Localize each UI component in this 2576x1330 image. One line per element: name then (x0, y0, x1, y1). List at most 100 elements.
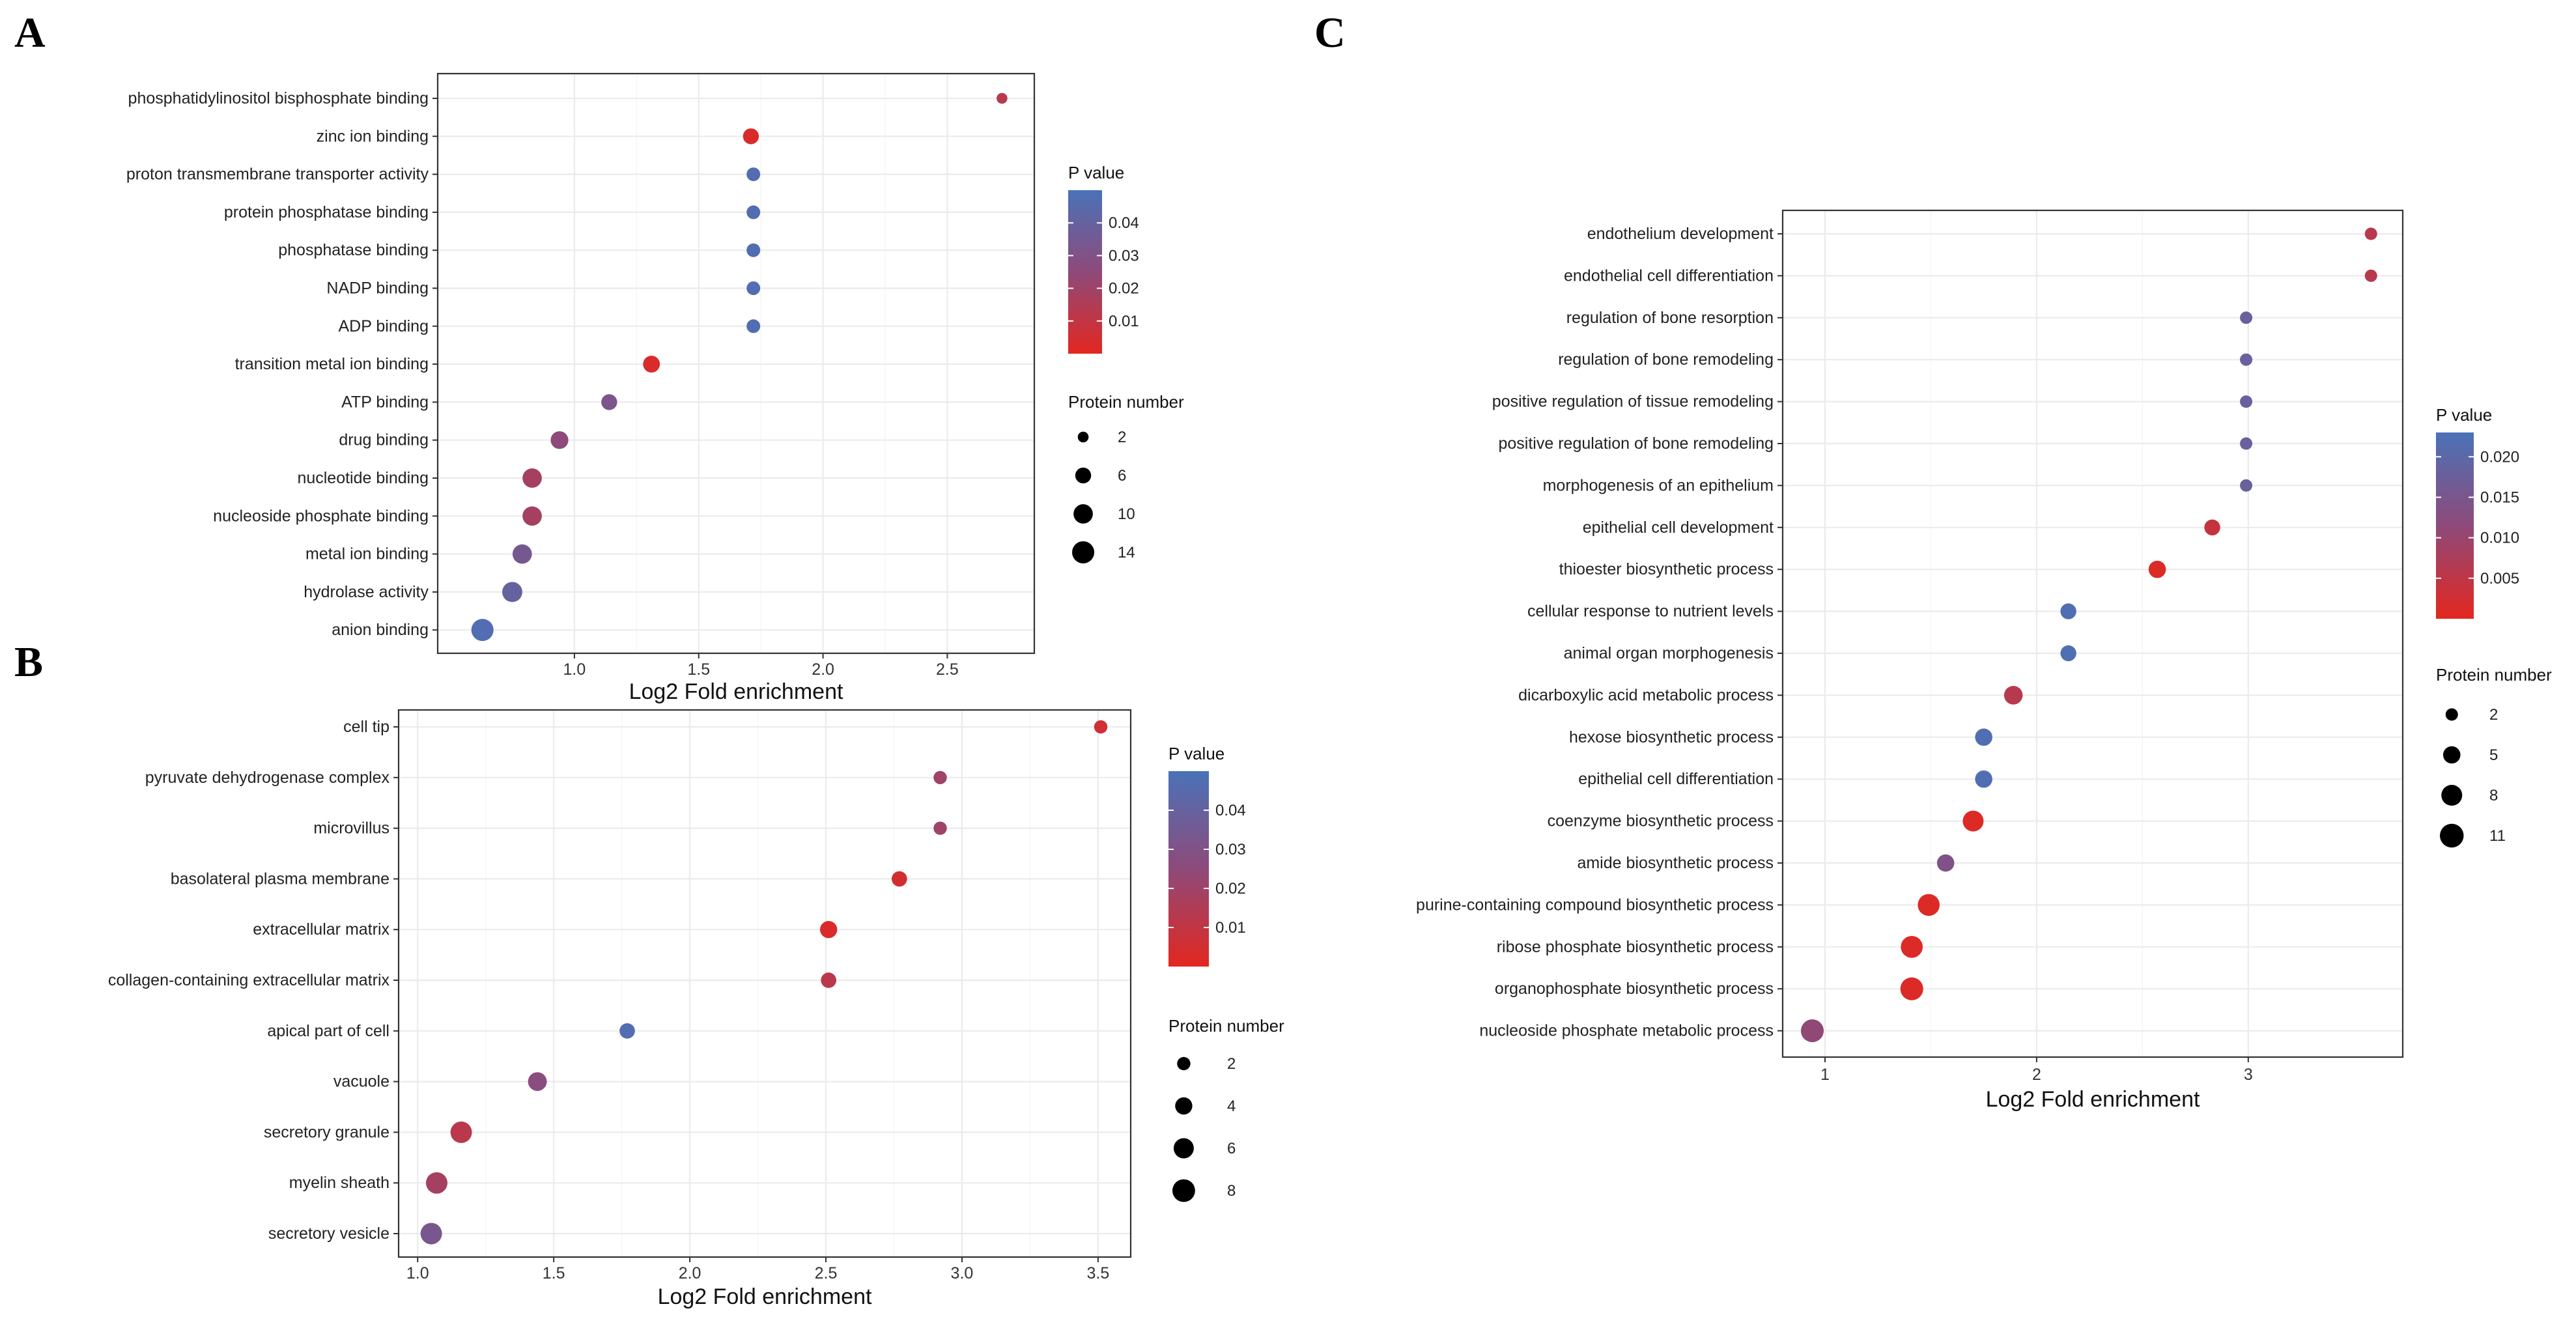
panel-c-point (2240, 479, 2253, 492)
panel-b-pvalue-legend: P value 0.01 0.02 0.03 0.04 (1168, 744, 1246, 967)
panel-a-size-legend: Protein number 2 6 10 14 (1068, 392, 1184, 564)
panel-a-category-label: NADP binding (326, 279, 429, 298)
panel-a-size-key (1075, 467, 1092, 484)
panel-c-point (2240, 311, 2253, 324)
panel-c-category-label: regulation of bone remodeling (1558, 350, 1774, 369)
panel-b-xtick-label: 2.0 (679, 1264, 701, 1282)
panel-b-point (891, 871, 907, 887)
panel-c-pvalue-legend: P value 0.005 0.010 0.015 0.020 (2436, 405, 2519, 619)
panel-c-point (1900, 977, 1923, 1000)
panel-c-category-label: hexose biosynthetic process (1569, 728, 1774, 746)
panel-c-category-label: amide biosynthetic process (1577, 854, 1774, 872)
panel-b-size-key-label: 2 (1227, 1055, 1236, 1073)
panel-a-pvalue-colorbar (1068, 190, 1102, 354)
panel-a-size-key (1077, 431, 1089, 443)
panel-a-category-label: metal ion binding (305, 545, 429, 563)
panel-a-category-label: zinc ion binding (317, 127, 429, 145)
panel-b-colorbar-label: 0.03 (1215, 841, 1246, 858)
panel-b-category-label: secretory vesicle (268, 1224, 389, 1243)
panel-c-points (1800, 227, 2377, 1043)
panel-c-size-key (2441, 784, 2463, 806)
panel-c-category-label: epithelial cell development (1583, 518, 1774, 537)
panel-a-point (522, 506, 542, 526)
panel-b-category-label: pyruvate dehydrogenase complex (145, 769, 390, 787)
panel-c-category-label: nucleoside phosphate metabolic process (1479, 1022, 1774, 1040)
panel-a-point (746, 243, 761, 257)
panel-a-category-label: protein phosphatase binding (224, 203, 429, 221)
panel-b-point (528, 1072, 547, 1092)
panel-letter-c: C (1314, 9, 1346, 57)
panel-a-gridlines (438, 74, 1034, 653)
panel-b-size-key (1172, 1179, 1195, 1202)
panel-a-xtick-label: 2.5 (936, 660, 959, 679)
panel-c-colorbar-label: 0.010 (2480, 530, 2519, 547)
panel-b-category-label: myelin sheath (289, 1174, 389, 1192)
panel-b-size-legend: Protein number 2 4 6 8 (1168, 1016, 1284, 1202)
panel-c-point (1975, 770, 1992, 788)
panel-c-colorbar-label: 0.015 (2480, 488, 2519, 506)
panel-c-point (2003, 686, 2023, 705)
panel-c-category-label: ribose phosphate biosynthetic process (1497, 938, 1774, 956)
panel-b-point (933, 771, 947, 785)
panel-c-point (2240, 395, 2253, 408)
panel-b-size-key-label: 8 (1227, 1182, 1236, 1200)
panel-c-point (2148, 560, 2166, 578)
panel-c-size-legend-title: Protein number (2436, 665, 2552, 685)
panel-a-colorbar-label: 0.02 (1109, 280, 1139, 298)
panel-a-colorbar-label: 0.04 (1109, 214, 1139, 232)
panel-c-point (1901, 936, 1923, 958)
panel-c-x-axis-title: Log2 Fold enrichment (1986, 1087, 2200, 1112)
panel-a-category-label: hydrolase activity (304, 583, 429, 601)
panel-a-pvalue-legend: P value 0.01 0.02 0.03 0.04 (1068, 163, 1139, 354)
panel-c-category-label: organophosphate biosynthetic process (1495, 980, 1774, 998)
panel-b-point (426, 1172, 447, 1194)
panel-a-colorbar-label: 0.03 (1109, 247, 1139, 264)
panel-c-size-key (2440, 823, 2464, 848)
panel-a-category-label: nucleoside phosphate binding (213, 507, 429, 525)
panel-a-plot-border (436, 72, 1036, 655)
panel-c-category-label: endothelial cell differentiation (1564, 266, 1774, 285)
panel-a-point (743, 128, 759, 145)
panel-a-point (550, 431, 569, 449)
panel-c-category-label: morphogenesis of an epithelium (1543, 476, 1774, 494)
panel-c-point (2240, 437, 2253, 450)
panel-a-x-axis-title: Log2 Fold enrichment (629, 679, 843, 704)
panel-c-xtick-label: 2 (2032, 1066, 2041, 1084)
panel-a-point (746, 281, 761, 295)
panel-b-point (821, 972, 837, 988)
panel-b-size-key (1173, 1138, 1194, 1159)
panel-c-point (1918, 894, 1940, 916)
panel-a-point (512, 544, 532, 564)
panel-a-chart: phosphatidylinositol bisphosphate bindin… (126, 72, 1184, 704)
panel-c-category-label: cellular response to nutrient levels (1527, 602, 1774, 621)
panel-a-category-label: proton transmembrane transporter activit… (126, 165, 429, 184)
panel-c-size-key-label: 8 (2489, 787, 2498, 804)
panel-b-category-label: cell tip (343, 718, 389, 736)
panel-c-xtick-label: 1 (1820, 1066, 1830, 1084)
panel-b-point (450, 1121, 472, 1143)
panel-c-colorbar-label: 0.020 (2480, 448, 2519, 466)
panel-a-point (471, 619, 494, 642)
panel-b-category-label: collagen-containing extracellular matrix (108, 971, 390, 989)
panel-a-category-label: transition metal ion binding (235, 355, 429, 373)
panel-c-pvalue-legend-title: P value (2436, 405, 2492, 425)
panel-b-category-label: apical part of cell (267, 1022, 389, 1040)
panel-b-x-axis-title: Log2 Fold enrichment (658, 1284, 872, 1309)
panel-c-gridlines (1783, 210, 2403, 1057)
chart-layer: phosphatidylinositol bisphosphate bindin… (108, 72, 2552, 1309)
panel-c-point (1936, 854, 1955, 872)
panel-a-colorbar-label: 0.01 (1109, 313, 1139, 330)
panel-b-plot-border (397, 709, 1132, 1258)
panel-a-xtick-label: 1.5 (687, 660, 710, 679)
panel-a-category-label: nucleotide binding (297, 469, 429, 487)
panel-b-xtick-label: 1.5 (543, 1264, 565, 1282)
panel-c-xtick-label: 3 (2244, 1066, 2253, 1084)
panel-b-category-label: microvillus (313, 819, 389, 838)
panel-c-size-key-label: 11 (2489, 827, 2506, 845)
panel-c-point (2204, 519, 2220, 535)
panel-c-point (1975, 728, 1992, 746)
panel-c-point (2364, 227, 2377, 240)
panel-c-category-label: thioester biosynthetic process (1559, 560, 1774, 578)
panel-a-category-label: phosphatidylinositol bisphosphate bindin… (128, 89, 429, 107)
